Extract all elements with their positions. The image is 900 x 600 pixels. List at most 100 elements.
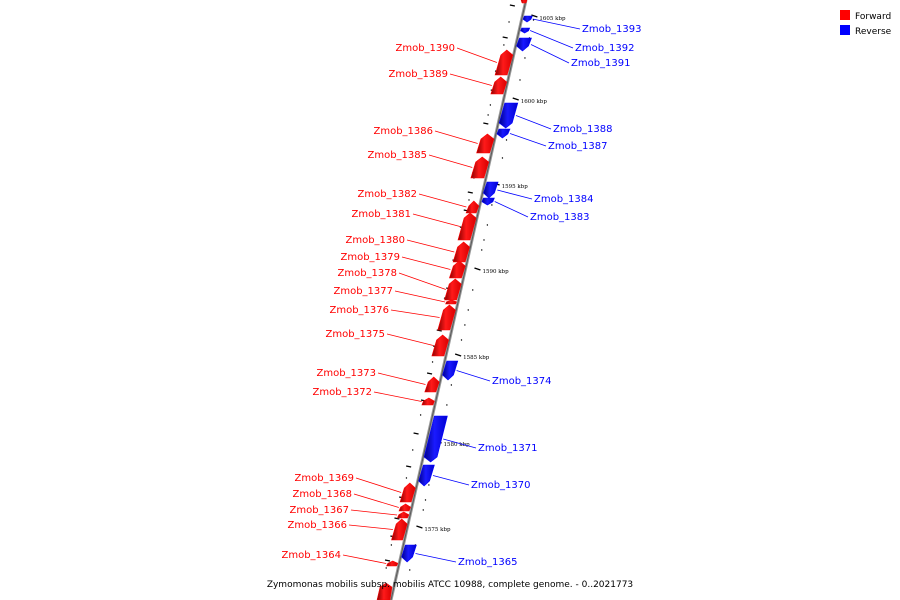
gene-arrow-reverse[interactable] [522,15,533,23]
gene-leader-line [342,554,387,564]
minor-tick [426,372,433,375]
minor-tick [481,249,483,251]
gene-arrow-reverse[interactable] [483,181,499,199]
minor-tick [508,21,510,23]
minor-tick [460,339,463,341]
minor-tick [483,122,489,125]
gene-arrow-forward[interactable] [445,299,457,305]
gene-leader-line [456,370,491,382]
gene-label[interactable]: Zmob_1392 [575,43,635,54]
gene-label[interactable]: Zmob_1385 [367,150,427,161]
gene-label[interactable]: Zmob_1390 [395,43,455,54]
gene-arrow-forward[interactable] [396,511,410,519]
tick-label: 1575 kbp [424,527,451,533]
gene-label[interactable]: Zmob_1375 [325,329,385,340]
gene-label[interactable]: Zmob_1380 [345,235,405,246]
gene-arrow-forward[interactable] [444,278,462,301]
minor-tick [419,414,422,416]
gene-label[interactable]: Zmob_1393 [582,24,642,35]
minor-tick [487,114,489,116]
gene-label[interactable]: Zmob_1391 [571,58,631,69]
minor-tick [491,204,493,206]
gene-label[interactable]: Zmob_1382 [357,189,417,200]
gene-arrow-forward[interactable] [520,0,528,4]
gene-label[interactable]: Zmob_1366 [287,520,347,531]
gene-label[interactable]: Zmob_1389 [388,69,448,80]
gene-leader-line [406,239,455,253]
minor-tick [486,224,489,226]
gene-arrow-reverse[interactable] [481,197,495,206]
gene-label[interactable]: Zmob_1384 [534,194,594,205]
gene-label[interactable]: Zmob_1364 [281,550,341,561]
minor-tick [406,465,412,468]
major-tick [512,97,519,101]
gene-arrow-reverse[interactable] [423,415,448,463]
gene-label[interactable]: Zmob_1379 [340,252,400,263]
gene-leader-line [412,213,461,227]
gene-label[interactable]: Zmob_1376 [329,305,389,316]
gene-leader-line [509,133,547,147]
gene-label[interactable]: Zmob_1388 [553,124,613,135]
gene-arrow-reverse[interactable] [516,37,532,52]
minor-tick [464,324,466,326]
gene-label[interactable]: Zmob_1377 [333,286,393,297]
minor-tick [509,4,516,7]
gene-arrow-forward[interactable] [465,200,480,214]
gene-label[interactable]: Zmob_1383 [530,212,590,223]
gene-label[interactable]: Zmob_1370 [471,480,531,491]
gene-leader-line [390,309,440,318]
genome-axis-highlight [390,0,527,600]
gene-label[interactable]: Zmob_1369 [294,473,354,484]
gene-label[interactable]: Zmob_1368 [292,489,352,500]
gene-arrow-forward[interactable] [376,582,393,600]
gene-label[interactable]: Zmob_1387 [548,141,608,152]
gene-leader-line [386,333,434,346]
leader-lines [342,18,581,564]
gene-arrow-forward[interactable] [399,482,416,503]
gene-arrow-forward[interactable] [470,156,490,179]
gene-arrow-forward[interactable] [431,334,449,357]
gene-label[interactable]: Zmob_1367 [289,505,349,516]
gene-arrow-forward[interactable] [476,133,495,154]
tick-label: 1595 kbp [502,184,529,190]
gene-arrow-reverse[interactable] [401,544,417,563]
gene-arrow-forward[interactable] [424,376,440,393]
gene-arrow-forward[interactable] [391,518,408,541]
tick-label: 1590 kbp [482,269,509,275]
gene-arrow-reverse[interactable] [496,128,511,139]
gene-label[interactable]: Zmob_1378 [337,268,397,279]
gene-arrow-reverse[interactable] [442,360,459,381]
major-tick [474,267,481,271]
minor-tick [472,289,474,291]
gene-arrow-forward[interactable] [490,76,508,95]
gene-arrow-reverse[interactable] [418,464,435,487]
legend-reverse-swatch [840,25,850,35]
gene-label[interactable]: Zmob_1386 [373,126,433,137]
legend-reverse-label: Reverse [855,27,892,37]
gene-label[interactable]: Zmob_1365 [458,557,518,568]
gene-label[interactable]: Zmob_1381 [351,209,411,220]
gene-arrow-forward[interactable] [457,212,477,241]
gene-label[interactable]: Zmob_1374 [492,376,552,387]
genes-layer [376,0,533,600]
gene-arrow-forward[interactable] [421,397,435,406]
gene-label[interactable]: Zmob_1373 [316,368,376,379]
gene-arrow-forward[interactable] [398,503,411,512]
minor-tick [428,484,430,486]
minor-tick [483,239,485,241]
gene-arrow-forward[interactable] [494,49,514,76]
gene-leader-line [415,553,457,563]
gene-leader-line [456,47,498,63]
gene-arrow-reverse[interactable] [520,27,531,34]
minor-tick [422,509,424,511]
gene-arrow-forward[interactable] [448,260,466,279]
minor-tick [501,157,504,159]
gene-leader-line [494,201,529,218]
gene-label[interactable]: Zmob_1371 [478,443,538,454]
gene-arrow-reverse[interactable] [498,102,519,129]
gene-arrow-forward[interactable] [386,560,399,567]
gene-label[interactable]: Zmob_1372 [312,387,372,398]
gene-arrow-forward[interactable] [437,304,456,331]
legend-forward-label: Forward [855,12,891,22]
gene-leader-line [432,475,470,486]
